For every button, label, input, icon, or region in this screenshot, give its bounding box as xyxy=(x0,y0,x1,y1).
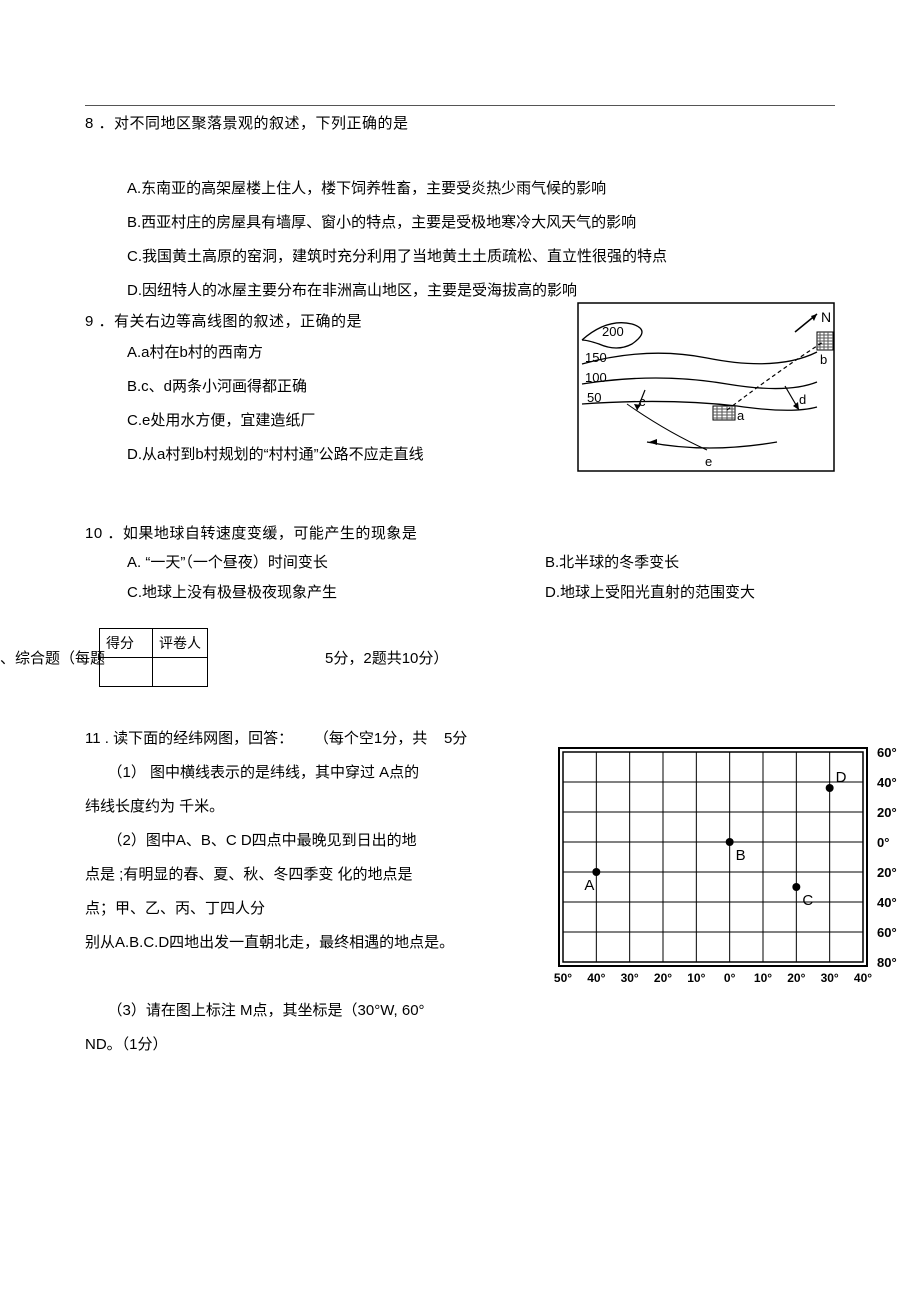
q11-stem-a: 11 . 读下面的经纬网图，回答： xyxy=(85,730,293,747)
svg-text:d: d xyxy=(799,392,806,407)
svg-text:c: c xyxy=(639,394,646,409)
q11-p2b: 点是 ;有明显的春、夏、秋、冬四季变 化的地点是 xyxy=(85,858,475,892)
svg-text:40°: 40° xyxy=(877,775,897,790)
svg-text:60°: 60° xyxy=(877,745,897,760)
q11-p3b: ND。（1分） xyxy=(85,1028,475,1062)
svg-text:b: b xyxy=(820,352,827,367)
q10-opt-b: B.北半球的冬季变长 xyxy=(545,548,679,578)
svg-text:20°: 20° xyxy=(787,971,805,985)
svg-text:a: a xyxy=(737,408,745,423)
q11-p2a: （2）图中A、B、C D四点中最晚见到日出的地 xyxy=(85,824,475,858)
svg-text:20°: 20° xyxy=(877,865,897,880)
svg-text:D: D xyxy=(836,769,847,786)
q9-contour-map: N b 200 xyxy=(577,302,835,472)
q11-p2c: 点；甲、乙、丙、丁四人分 xyxy=(85,892,475,926)
svg-text:30°: 30° xyxy=(821,971,839,985)
svg-text:e: e xyxy=(705,454,712,469)
svg-text:0°: 0° xyxy=(724,971,736,985)
svg-text:20°: 20° xyxy=(877,805,897,820)
q10-opt-a: A. “一天”（一个昼夜）时间变长 xyxy=(127,548,545,578)
q11-stem-b: （每个空1分，共 xyxy=(314,730,427,747)
q11-p2d: 别从A.B.C.D四地出发一直朝北走，最终相遇的地点是。 xyxy=(85,926,475,960)
svg-text:50°: 50° xyxy=(554,971,572,985)
q10-opt-c: C.地球上没有极昼极夜现象产生 xyxy=(127,578,545,608)
q8-opt-c: C.我国黄土高原的窑洞，建筑时充分利用了当地黄土土质疏松、直立性很强的特点 xyxy=(127,240,835,274)
svg-text:30°: 30° xyxy=(621,971,639,985)
svg-text:C: C xyxy=(802,892,813,909)
q10-opt-d: D.地球上受阳光直射的范围变大 xyxy=(545,578,755,608)
svg-text:40°: 40° xyxy=(877,895,897,910)
svg-text:200: 200 xyxy=(602,324,624,339)
q8-opt-a: A.东南亚的高架屋楼上住人，楼下饲养牲畜，主要受炎热少雨气候的影响 xyxy=(127,172,835,206)
label-n: N xyxy=(821,309,831,325)
svg-text:60°: 60° xyxy=(877,925,897,940)
svg-text:0°: 0° xyxy=(877,835,889,850)
section2-after: 5分，2题共10分） xyxy=(325,647,448,672)
svg-text:20°: 20° xyxy=(654,971,672,985)
svg-text:50: 50 xyxy=(587,390,601,405)
svg-text:40°: 40° xyxy=(854,971,872,985)
svg-text:80°: 80° xyxy=(877,955,897,970)
svg-text:100: 100 xyxy=(585,370,607,385)
svg-text:B: B xyxy=(736,847,746,864)
q11-p3a: （3）请在图上标注 M点，其坐标是（30°W, 60° xyxy=(85,994,475,1028)
q11-stem-c: 5分 xyxy=(444,730,467,747)
svg-text:150: 150 xyxy=(585,350,607,365)
q10-stem: 10 ．如果地球自转速度变缓，可能产生的现象是 xyxy=(85,520,835,548)
q8-stem: 8 ．对不同地区聚落景观的叙述，下列正确的是 xyxy=(85,110,835,138)
q11-latlon-grid: 50° 40° 30° 20° 10° 0° 10° 20° 30° 40° 60° 40° 20° 0°… xyxy=(543,740,903,1000)
svg-text:10°: 10° xyxy=(754,971,772,985)
q8-opt-b: B.西亚村庄的房屋具有墙厚、窗小的特点，主要是受极地寒冷大风天气的影响 xyxy=(127,206,835,240)
svg-text:40°: 40° xyxy=(587,971,605,985)
q11-p1a: （1） 图中横线表示的是纬线，其中穿过 A点的 xyxy=(85,756,475,790)
svg-text:A: A xyxy=(584,877,594,894)
svg-text:10°: 10° xyxy=(687,971,705,985)
section2-title: 、综合题（每题 xyxy=(0,647,105,672)
q11-p1b: 纬线长度约为 千米。 xyxy=(85,790,475,824)
